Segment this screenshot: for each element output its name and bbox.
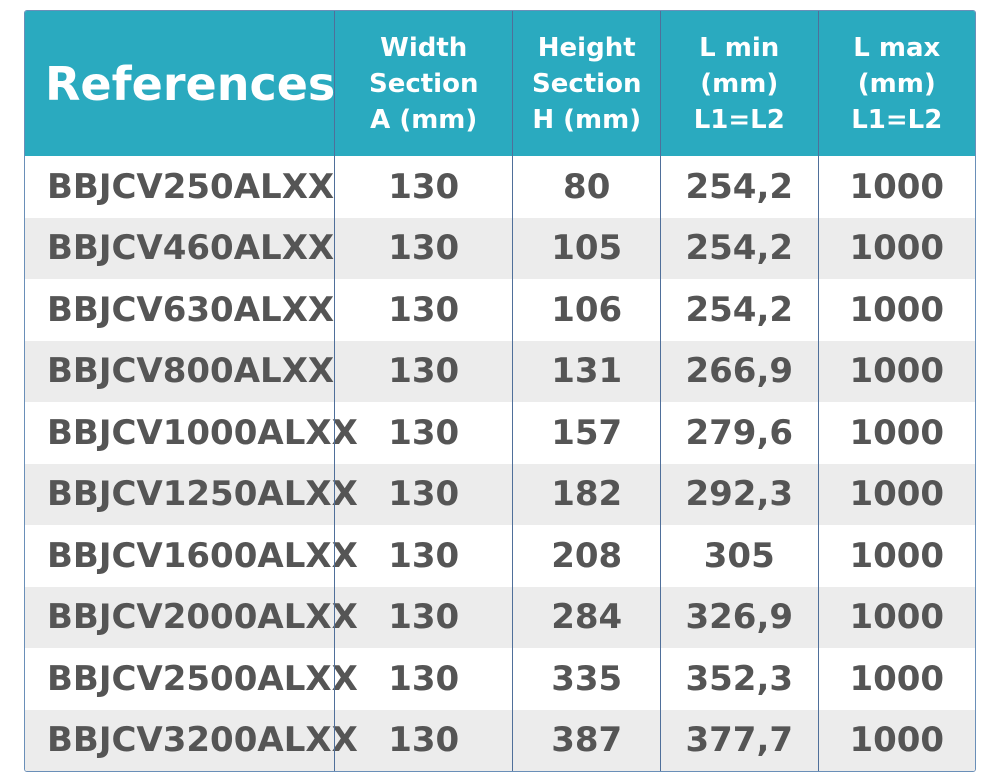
header-text: L max bbox=[853, 32, 941, 63]
table-cell: 1000 bbox=[817, 709, 976, 771]
table-cell: 130 bbox=[334, 463, 512, 525]
table-cell: BBJCV800ALXX bbox=[47, 351, 335, 392]
table-cell: 305 bbox=[659, 525, 818, 587]
table-cell: BBJCV2000ALXX bbox=[47, 597, 358, 638]
header-text: L1=L2 bbox=[851, 104, 943, 135]
header-text: L1=L2 bbox=[693, 104, 785, 135]
table-row: BBJCV250ALXX 130 80 254,2 1000 bbox=[25, 156, 975, 218]
table-cell: 254,2 bbox=[659, 279, 818, 341]
table-cell: 130 bbox=[334, 586, 512, 648]
table-row: BBJCV1600ALXX 130 208 305 1000 bbox=[25, 525, 975, 587]
table-cell: BBJCV630ALXX bbox=[47, 289, 335, 330]
table-cell: BBJCV3200ALXX bbox=[47, 720, 358, 761]
table-cell: 377,7 bbox=[659, 709, 818, 771]
header-cell: L max (mm) L1=L2 bbox=[817, 11, 976, 156]
table-cell: 130 bbox=[334, 648, 512, 710]
header-cell: L min (mm) L1=L2 bbox=[659, 11, 818, 156]
table-cell: 131 bbox=[512, 340, 660, 402]
table-cell: 1000 bbox=[817, 525, 976, 587]
table-row: BBJCV1250ALXX 130 182 292,3 1000 bbox=[25, 463, 976, 525]
table-cell: 284 bbox=[512, 586, 660, 648]
header-text: A (mm) bbox=[370, 104, 478, 135]
header-text: Section bbox=[368, 68, 479, 99]
table-cell: 352,3 bbox=[659, 648, 818, 710]
table-cell: BBJCV1250ALXX bbox=[47, 474, 358, 515]
table-cell: 130 bbox=[334, 217, 512, 279]
table-cell: BBJCV1000ALXX bbox=[47, 412, 358, 453]
header-row: References Width Section A (mm) Height Sectio… bbox=[25, 11, 975, 156]
table-row: BBJCV1000ALXX 130 157 279,6 1000 bbox=[25, 402, 975, 464]
table-cell: 254,2 bbox=[659, 217, 818, 279]
table-cell: 130 bbox=[334, 279, 512, 341]
table-cell: 182 bbox=[512, 463, 660, 525]
table: References Width Section A (mm) Height Sectio… bbox=[24, 10, 976, 772]
header-text: (mm) bbox=[857, 68, 936, 99]
table-cell: 326,9 bbox=[659, 586, 818, 648]
table-cell: BBJCV460ALXX bbox=[47, 228, 335, 269]
table-row: BBJCV3200ALXX 130 387 377,7 1000 bbox=[25, 709, 976, 771]
table-cell: 130 bbox=[334, 709, 512, 771]
table-cell: BBJCV2500ALXX bbox=[47, 658, 358, 699]
table-cell: 130 bbox=[334, 402, 512, 464]
table-cell: 130 bbox=[334, 340, 512, 402]
header-text: Height bbox=[537, 32, 636, 63]
table-cell: 266,9 bbox=[659, 340, 818, 402]
table-cell: 1000 bbox=[817, 648, 976, 710]
table-cell: 1000 bbox=[817, 402, 976, 464]
table-cell: 1000 bbox=[817, 279, 976, 341]
table-cell: 130 bbox=[334, 525, 512, 587]
table-cell: 292,3 bbox=[659, 463, 818, 525]
table-cell: 335 bbox=[512, 648, 660, 710]
table-cell: 80 bbox=[512, 156, 660, 218]
table-cell: BBJCV1600ALXX bbox=[47, 535, 358, 576]
header-text: H (mm) bbox=[532, 104, 642, 135]
table-cell: 1000 bbox=[817, 463, 976, 525]
header-text: Section bbox=[531, 68, 642, 99]
table-cell: 1000 bbox=[817, 217, 976, 279]
table-cell: 106 bbox=[512, 279, 660, 341]
header-text: References bbox=[45, 56, 336, 111]
table-row: BBJCV2500ALXX 130 335 352,3 1000 bbox=[25, 648, 975, 710]
header-cell: Height Section H (mm) bbox=[512, 11, 660, 156]
table-cell: 1000 bbox=[817, 156, 976, 218]
table-cell: 387 bbox=[512, 709, 660, 771]
table-cell: 208 bbox=[512, 525, 660, 587]
header-text: L min bbox=[699, 32, 780, 63]
table-cell: 279,6 bbox=[659, 402, 818, 464]
table-row: BBJCV630ALXX 130 106 254,2 1000 bbox=[25, 279, 975, 341]
table-cell: 105 bbox=[512, 217, 660, 279]
table-row: BBJCV2000ALXX 130 284 326,9 1000 bbox=[25, 586, 976, 648]
table-cell: 1000 bbox=[817, 586, 976, 648]
table-cell: 1000 bbox=[817, 340, 976, 402]
header-text: (mm) bbox=[700, 68, 779, 99]
table-cell: 254,2 bbox=[659, 156, 818, 218]
header-text: Width bbox=[380, 32, 468, 63]
table-cell: 130 bbox=[334, 156, 512, 218]
header-cell: References bbox=[25, 11, 336, 156]
table-cell: BBJCV250ALXX bbox=[47, 166, 335, 207]
table-row: BBJCV460ALXX 130 105 254,2 1000 bbox=[25, 217, 976, 279]
table-cell: 157 bbox=[512, 402, 660, 464]
header-cell: Width Section A (mm) bbox=[334, 11, 512, 156]
table-row: BBJCV800ALXX 130 131 266,9 1000 bbox=[25, 340, 976, 402]
